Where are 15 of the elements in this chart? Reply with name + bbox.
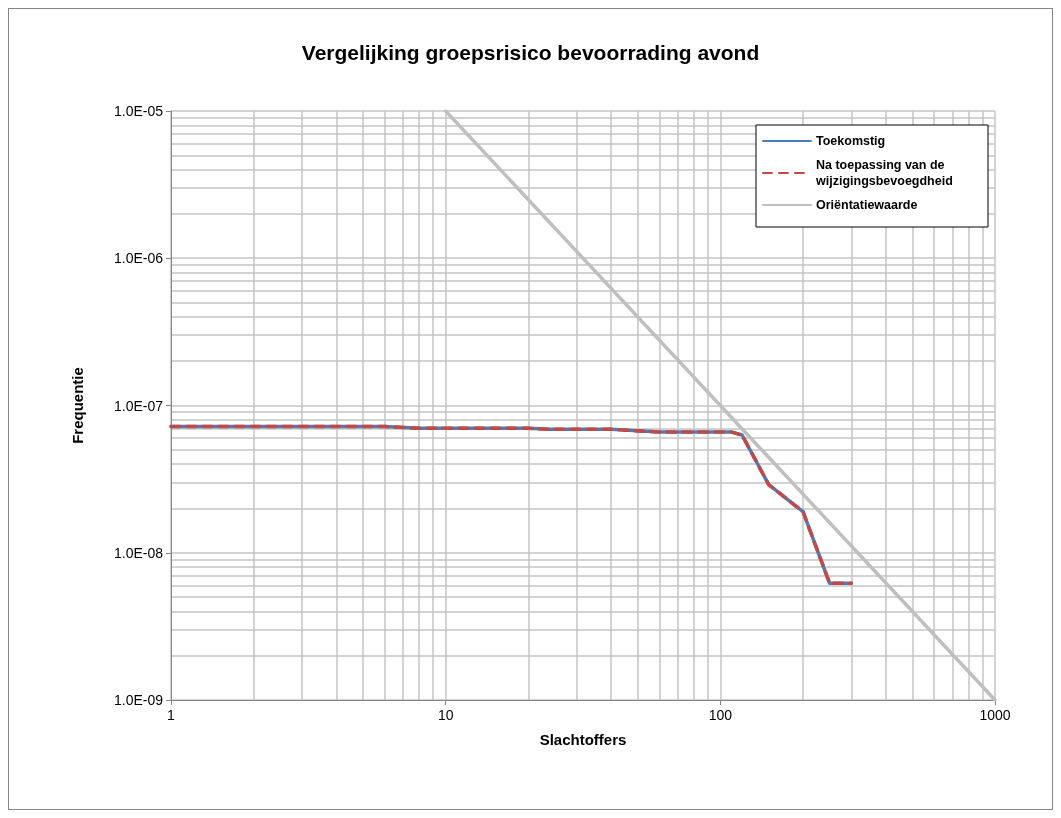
legend-label: Oriëntatiewaarde: [816, 198, 918, 212]
x-tick-label: 1: [167, 707, 176, 723]
y-tick-label: 1.0E-05: [113, 103, 164, 119]
y-tick-label: 1.0E-09: [113, 692, 164, 708]
legend-label: Na toepassing van de wijzigingsbevoegdheid: [815, 158, 953, 188]
chart-title: Vergelijking groepsrisico bevoorrading avond: [301, 41, 760, 64]
y-tick-label: 1.0E-06: [113, 250, 164, 267]
y-tick-label: 1.0E-08: [113, 544, 164, 561]
y-axis-title: Frequentie: [69, 367, 86, 444]
x-tick-label: 10: [437, 707, 454, 723]
y-tick-label: 1.0E-07: [113, 397, 164, 414]
x-axis-title: Slachtoffers: [539, 731, 627, 748]
x-tick-label: 100: [708, 707, 733, 723]
legend-label: Toekomstig: [816, 134, 886, 148]
x-tick-label: 1000: [979, 707, 1011, 723]
